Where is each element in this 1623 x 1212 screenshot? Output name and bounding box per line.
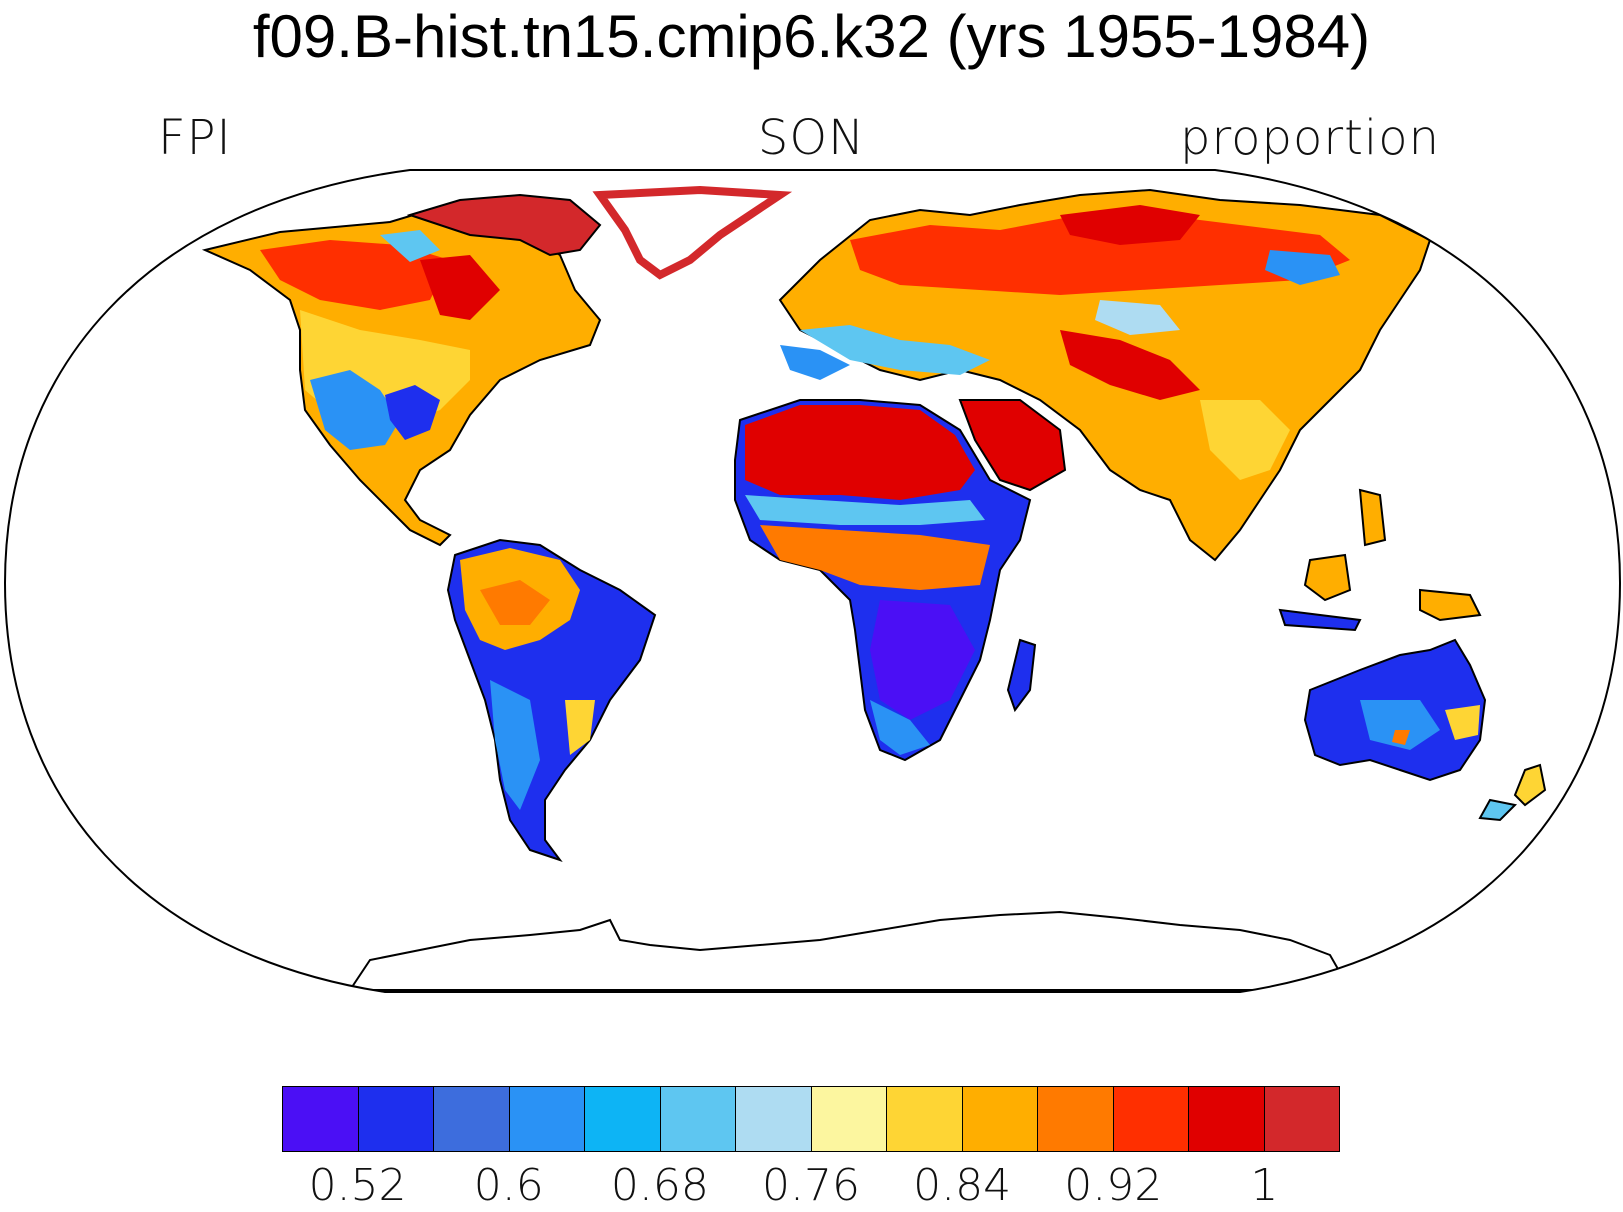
colorbar-box xyxy=(585,1087,661,1151)
colorbar-box xyxy=(660,1087,736,1151)
colorbar-tick-label: 0.84 xyxy=(913,1160,1012,1211)
colorbar-tick-label: 0.92 xyxy=(1064,1160,1163,1211)
season-label: SON xyxy=(757,110,866,166)
map-title: f09.B-hist.tn15.cmip6.k32 (yrs 1955-1984… xyxy=(252,3,1371,70)
colorbar-tick-label: 0.6 xyxy=(473,1160,544,1211)
colorbar-tick-label: 1 xyxy=(1250,1160,1279,1211)
antarctica-outline xyxy=(348,910,1352,991)
colorbar-box xyxy=(509,1087,585,1151)
colorbar-tick-label: 0.68 xyxy=(610,1160,709,1211)
colorbar-tick-label: 0.76 xyxy=(762,1160,860,1211)
colorbar-box xyxy=(434,1087,510,1151)
colorbar xyxy=(282,1086,1340,1152)
colorbar-box xyxy=(1113,1087,1189,1151)
colorbar-box xyxy=(358,1087,434,1151)
colorbar-box xyxy=(1038,1087,1114,1151)
colorbar-tick-label: 0.52 xyxy=(308,1160,407,1211)
colorbar-box xyxy=(1189,1087,1265,1151)
globe-outline xyxy=(3,169,1622,993)
colorbar-box xyxy=(811,1087,887,1151)
units-label: proportion xyxy=(1180,110,1441,166)
colorbar-box xyxy=(962,1087,1038,1151)
variable-label: FPI xyxy=(158,110,232,166)
colorbar-box xyxy=(887,1087,963,1151)
colorbar-box xyxy=(736,1087,812,1151)
colorbar-box xyxy=(1264,1087,1339,1151)
colorbar-tick-labels: 0.52 0.6 0.68 0.76 0.84 0.92 1 xyxy=(282,1160,1340,1211)
colorbar-box xyxy=(283,1087,359,1151)
